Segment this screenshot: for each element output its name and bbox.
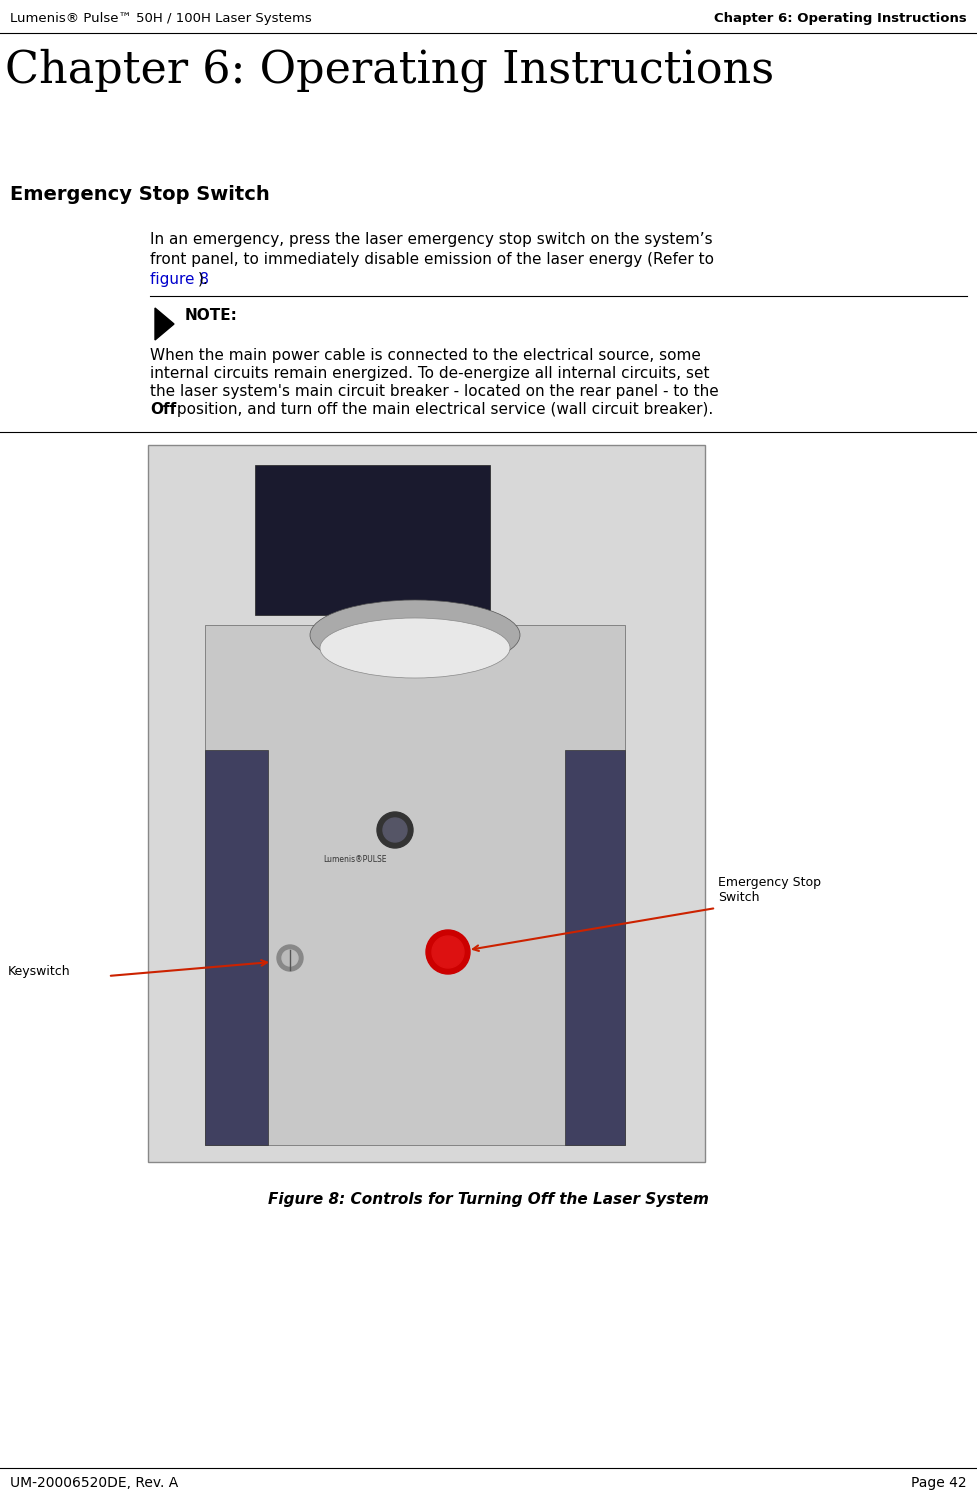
Text: In an emergency, press the laser emergency stop switch on the system’s: In an emergency, press the laser emergen…	[150, 232, 712, 247]
Text: Off: Off	[150, 403, 176, 418]
Text: figure 8: figure 8	[150, 271, 209, 287]
Circle shape	[383, 817, 407, 841]
Ellipse shape	[310, 600, 520, 670]
Text: Lumenis® Pulse™ 50H / 100H Laser Systems: Lumenis® Pulse™ 50H / 100H Laser Systems	[10, 12, 312, 26]
FancyBboxPatch shape	[255, 464, 490, 615]
Text: Chapter 6: Operating Instructions: Chapter 6: Operating Instructions	[5, 48, 774, 92]
Text: front panel, to immediately disable emission of the laser energy (Refer to: front panel, to immediately disable emis…	[150, 252, 714, 267]
Text: internal circuits remain energized. To de-energize all internal circuits, set: internal circuits remain energized. To d…	[150, 366, 709, 382]
Text: Chapter 6: Operating Instructions: Chapter 6: Operating Instructions	[714, 12, 967, 26]
Text: When the main power cable is connected to the electrical source, some: When the main power cable is connected t…	[150, 348, 701, 363]
FancyBboxPatch shape	[205, 749, 268, 1145]
Circle shape	[377, 811, 413, 847]
Text: position, and turn off the main electrical service (wall circuit breaker).: position, and turn off the main electric…	[172, 403, 713, 418]
Text: NOTE:: NOTE:	[185, 308, 237, 323]
Text: Emergency Stop
Switch: Emergency Stop Switch	[718, 876, 821, 903]
Text: the laser system's main circuit breaker - located on the rear panel - to the: the laser system's main circuit breaker …	[150, 385, 719, 400]
Polygon shape	[155, 308, 174, 339]
Text: ).: ).	[198, 271, 209, 287]
Text: Lumenis®PULSE: Lumenis®PULSE	[323, 855, 387, 864]
FancyBboxPatch shape	[205, 624, 625, 1145]
Circle shape	[277, 946, 303, 971]
Circle shape	[282, 950, 298, 967]
Circle shape	[432, 936, 464, 968]
Text: Keyswitch: Keyswitch	[8, 965, 70, 979]
Text: Emergency Stop Switch: Emergency Stop Switch	[10, 185, 270, 204]
Text: Page 42: Page 42	[912, 1476, 967, 1490]
Ellipse shape	[320, 618, 510, 679]
Text: UM-20006520DE, Rev. A: UM-20006520DE, Rev. A	[10, 1476, 178, 1490]
Text: Figure 8: Controls for Turning Off the Laser System: Figure 8: Controls for Turning Off the L…	[268, 1191, 709, 1206]
Circle shape	[426, 930, 470, 974]
FancyBboxPatch shape	[148, 445, 705, 1163]
FancyBboxPatch shape	[565, 749, 625, 1145]
